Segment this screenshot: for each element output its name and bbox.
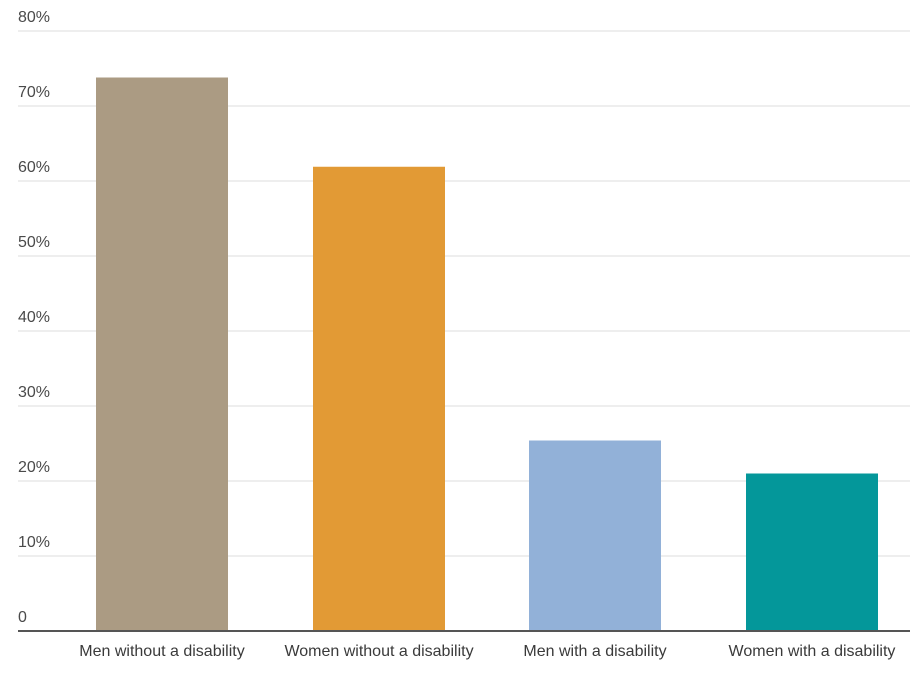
bar-women-without-a-disability xyxy=(313,166,445,631)
bar-men-without-a-disability xyxy=(96,77,228,631)
bar-men-with-a-disability xyxy=(529,440,661,631)
x-category-label: Men with a disability xyxy=(523,643,666,660)
y-tick-label: 0 xyxy=(18,609,27,626)
y-tick-label: 50% xyxy=(18,234,50,251)
category-labels: Men without a disability Women without a … xyxy=(79,643,895,660)
y-tick-label: 40% xyxy=(18,309,50,326)
x-category-label: Women without a disability xyxy=(284,643,473,660)
bar-women-with-a-disability xyxy=(746,473,878,631)
x-category-label: Women with a disability xyxy=(729,643,896,660)
y-tick-label: 20% xyxy=(18,459,50,476)
y-tick-label: 10% xyxy=(18,534,50,551)
y-tick-label: 70% xyxy=(18,84,50,101)
bars xyxy=(96,77,878,631)
y-tick-label: 80% xyxy=(18,9,50,26)
x-category-label: Men without a disability xyxy=(79,643,244,660)
axes: 0 10% 20% 30% 40% 50% 60% 70% 80% xyxy=(18,9,910,632)
y-tick-label: 30% xyxy=(18,384,50,401)
y-tick-label: 60% xyxy=(18,159,50,176)
